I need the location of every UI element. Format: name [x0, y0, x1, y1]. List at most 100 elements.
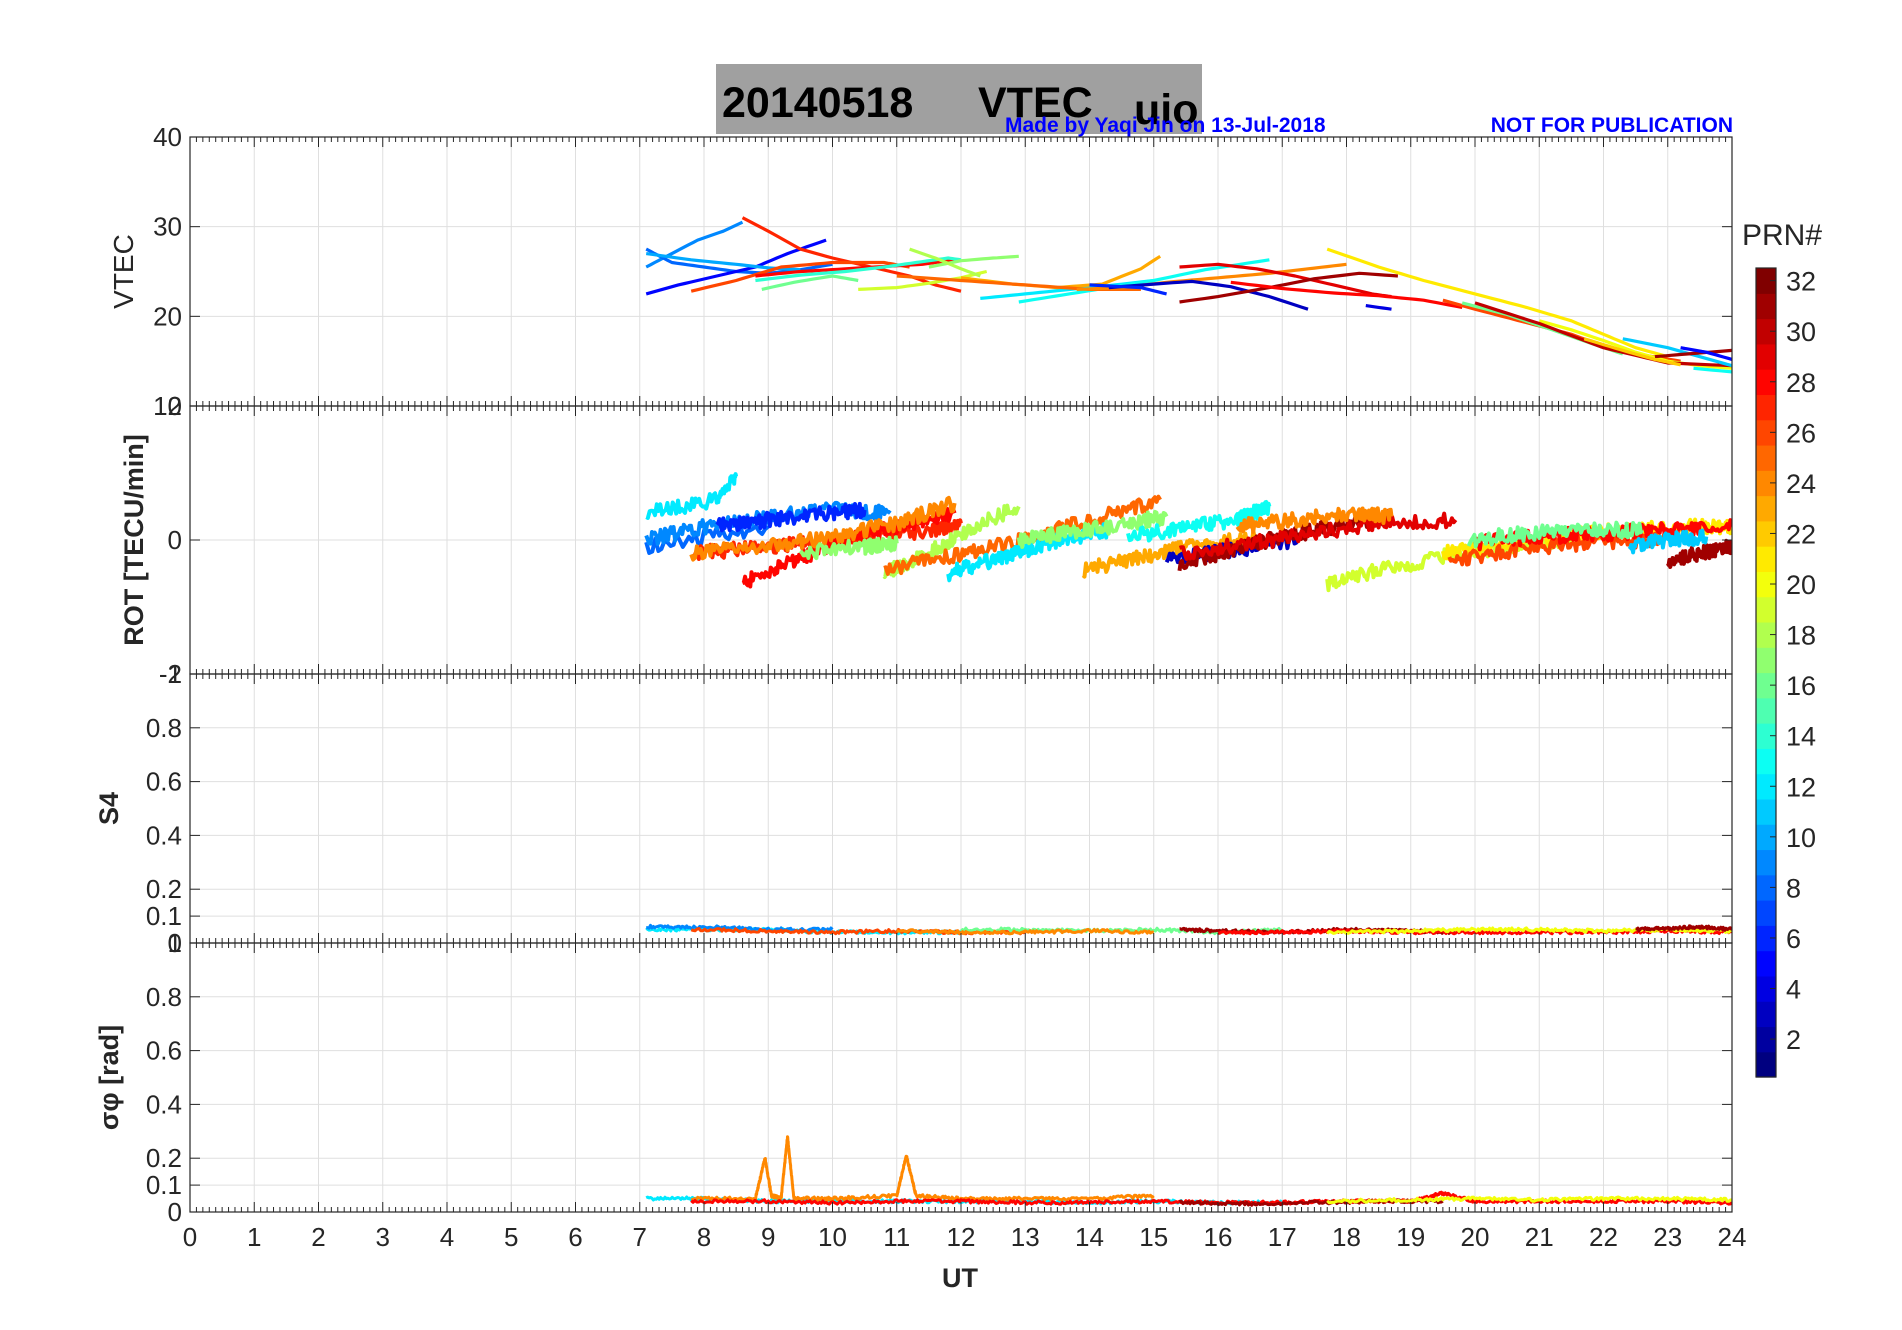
x-tick-label: 9 — [761, 1222, 775, 1252]
x-axis-label: UT — [942, 1263, 978, 1293]
x-tick-label: 3 — [376, 1222, 390, 1252]
colorbar-tick-label: 12 — [1786, 772, 1816, 802]
colorbar-tick-label: 2 — [1786, 1025, 1801, 1055]
credit-notice: NOT FOR PUBLICATION — [1491, 114, 1733, 137]
colorbar-segment — [1756, 925, 1776, 952]
y-tick-label: 0.1 — [146, 901, 182, 931]
series-prn-26 — [690, 260, 910, 293]
y-tick-label: 0.8 — [146, 982, 182, 1012]
x-axis: 0 1 2 3 4 5 6 7 8 9 10 11 12 13 14 15 16 17 18 19 20 21 22 23 24 — [183, 1222, 1747, 1252]
colorbar-segment — [1756, 419, 1776, 446]
x-tick-label: 2 — [311, 1222, 325, 1252]
series-prn-22 — [1583, 337, 1681, 367]
y-tick-label: 0 — [168, 525, 182, 555]
series-group — [645, 1135, 1732, 1207]
y-tick-label: 1 — [168, 928, 182, 958]
panel-vtec: 10 20 30 40 VTEC — [108, 122, 1733, 421]
series-prn-18 — [909, 247, 981, 278]
colorbar-tick-label: 24 — [1786, 469, 1816, 499]
y-axis-label: VTEC — [108, 234, 139, 309]
colorbar-segment — [1756, 470, 1776, 497]
series-prn-17 — [1016, 509, 1169, 549]
y-tick-label: 0.6 — [146, 767, 182, 797]
series-group — [644, 472, 1732, 593]
series-prn-24 — [1235, 506, 1394, 534]
colorbar-segment — [1756, 1026, 1776, 1053]
series-prn-24 — [691, 1135, 1155, 1202]
colorbar-segment — [1756, 520, 1776, 547]
series-prn-23 — [1081, 528, 1259, 579]
x-tick-label: 17 — [1268, 1222, 1297, 1252]
series-prn-5 — [645, 238, 827, 296]
colorbar-tick-label: 30 — [1786, 317, 1816, 347]
series-prn-18 — [882, 503, 1021, 579]
y-tick-label: 0.8 — [146, 713, 182, 743]
y-tick-label: 0 — [168, 1197, 182, 1227]
panel-s4: 00.10.2 0.4 0.6 0.8 1 S4 — [94, 659, 1733, 958]
series-prn-30 — [1474, 301, 1732, 368]
y-tick-label: 0.1 — [146, 1170, 182, 1200]
series-prn-12 — [645, 472, 739, 520]
title-box — [716, 64, 1202, 134]
series-prn-17 — [928, 254, 1019, 269]
title-station: uio — [1134, 86, 1198, 134]
colorbar-segment — [1756, 621, 1776, 648]
x-tick-label: 8 — [697, 1222, 711, 1252]
series-prn-28 — [1230, 280, 1463, 309]
y-tick-label: 0.6 — [146, 1036, 182, 1066]
series-prn-31 — [1666, 538, 1732, 569]
y-tick-label: 30 — [153, 212, 182, 242]
y-axis-label: ROT [TECU/min] — [119, 434, 149, 645]
y-tick-label: 0.4 — [146, 820, 182, 850]
y-tick-label: 0.4 — [146, 1089, 182, 1119]
title-product: VTEC — [978, 79, 1093, 127]
x-tick-label: 10 — [818, 1222, 847, 1252]
x-tick-label: 0 — [183, 1222, 197, 1252]
series-prn-16 — [1466, 520, 1644, 549]
y-tick-label: 2 — [168, 391, 182, 421]
title-date: 20140518 — [722, 79, 913, 127]
series-prn-24 — [689, 495, 957, 562]
x-tick-label: 23 — [1653, 1222, 1682, 1252]
series-prn-13 — [1018, 258, 1270, 304]
colorbar-segment — [1756, 672, 1776, 699]
series-prn-24 — [896, 927, 1154, 936]
colorbar-segment — [1756, 950, 1776, 977]
x-tick-label: 16 — [1204, 1222, 1233, 1252]
colorbar-segment — [1756, 571, 1776, 598]
colorbar-segment — [1756, 394, 1776, 421]
x-tick-label: 1 — [247, 1222, 261, 1252]
y-tick-label: 0.2 — [146, 1143, 182, 1173]
colorbar-segment — [1756, 874, 1776, 901]
y-tick-label: 0.2 — [146, 874, 182, 904]
y-tick-label: 20 — [153, 301, 182, 331]
colorbar-segment — [1756, 1001, 1776, 1028]
colorbar-frame — [1755, 267, 1777, 1078]
x-tick-label: 5 — [504, 1222, 518, 1252]
colorbar-segment — [1756, 495, 1776, 522]
series-group — [645, 216, 1732, 374]
x-tick-label: 14 — [1075, 1222, 1104, 1252]
series-prn-19 — [1325, 531, 1574, 593]
colorbar-segment — [1756, 824, 1776, 851]
colorbar-segment — [1756, 318, 1776, 345]
series-prn-17 — [798, 535, 899, 561]
series-prn-4 — [1365, 304, 1392, 311]
colorbar-segment — [1756, 798, 1776, 825]
series-prn-20 — [1326, 1195, 1732, 1205]
colorbar-tick-label: 20 — [1786, 570, 1816, 600]
colorbar-tick-label: 26 — [1786, 418, 1816, 448]
colorbar-segment — [1756, 1051, 1776, 1078]
colorbar-label: PRN# — [1742, 219, 1822, 252]
colorbar-tick-label: 28 — [1786, 368, 1816, 398]
y-tick-label: 40 — [153, 122, 182, 152]
colorbar-tick-label: 14 — [1786, 722, 1816, 752]
colorbar-segment — [1756, 723, 1776, 749]
series-prn-14 — [755, 256, 962, 283]
x-tick-label: 4 — [440, 1222, 454, 1252]
y-tick-label: 0 — [168, 928, 182, 958]
x-tick-label: 21 — [1525, 1222, 1554, 1252]
